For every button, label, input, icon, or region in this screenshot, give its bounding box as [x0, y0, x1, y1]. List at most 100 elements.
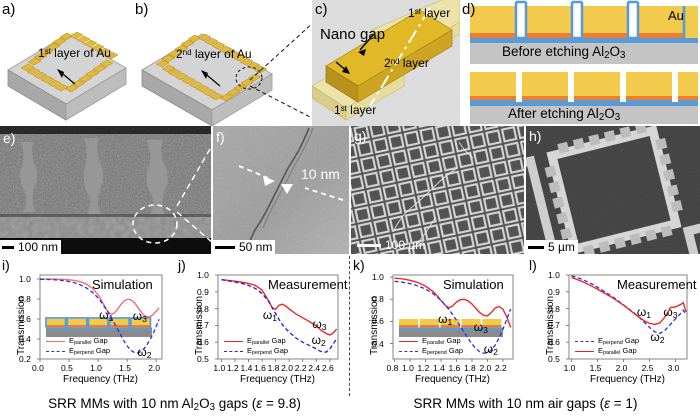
caption-left-epsilon: ε	[256, 396, 263, 411]
chart-j-legend-label-0: Eparallel Gap	[247, 336, 286, 347]
panel-e-sem-cross-section: e) 100 nm	[0, 126, 211, 254]
chart-k-xtick: 1.4	[433, 363, 445, 373]
panel-c-nano-gap-schematic: c) Nano gap 1st layer 2nd layer 1st laye…	[312, 0, 460, 126]
caption-left: SRR MMs with 10 nm Al2O3 gaps (ε = 9.8)	[0, 396, 349, 413]
chart-i-ytick: 0.4	[19, 334, 31, 344]
chart-l-title: Measurement	[617, 277, 697, 292]
caption-left-sub1: 2	[193, 402, 200, 414]
scalebar-line-icon	[2, 245, 14, 249]
chart-l-panel-label: l)	[529, 257, 537, 273]
chart-j-xlabel: Frequency (THz)	[240, 374, 316, 385]
chart-k-xtick: 1.2	[417, 363, 430, 373]
chart-l-legend-label-0: Eperpend Gap	[598, 336, 640, 347]
panel-f-svg	[213, 126, 349, 254]
pd-after-mid: O	[604, 106, 615, 121]
chart-i-panel-label: i)	[2, 257, 10, 273]
chart-j-title: Measurement	[268, 277, 348, 292]
chart-l-ytick: 1.0	[548, 270, 560, 280]
panel-h-scalebar-text: 5 µm	[548, 240, 575, 254]
chart-j-series-1	[221, 279, 338, 353]
panel-g-sem-array: g) 100 µm	[351, 126, 524, 254]
chart-l-legend-swatch-0	[575, 341, 594, 342]
chart-j-xtick: 1.6	[254, 363, 266, 373]
panel-g-svg	[351, 126, 524, 254]
chart-i-xtick: 1.5	[119, 363, 131, 373]
chart-k-xtick: 2.0	[479, 363, 492, 373]
chart-j-panel-label: j)	[178, 257, 186, 273]
chart-k-legend-label-0: Eparallel Gap	[422, 336, 461, 347]
pc-sl-ord: nd	[390, 57, 400, 66]
caption-left-gaps: gaps (	[215, 396, 257, 411]
chart-k-xlabel: Frequency (THz)	[415, 374, 491, 385]
pc-fl-bot-prefix: 1	[334, 103, 341, 117]
panel-a-ann-suffix: layer of Au	[50, 46, 111, 60]
panel-f-sem-nanogap: f) 10 nm 50 nm	[213, 126, 349, 254]
chart-j-xtick: 2.2	[294, 363, 307, 373]
chart-panel-j: j) 1.0 1.2 1.4 1.6 1.8 2.0 2.2 2.4 2.6 0.5 0.6 0.7 0.…	[176, 255, 350, 395]
chart-j-omega-annotation-3: ω3	[312, 316, 327, 332]
chart-i-xtick: 1.0	[90, 363, 102, 373]
pc-sl-prefix: 2	[384, 56, 391, 70]
chart-i-ytick: 0.2	[19, 354, 31, 364]
chart-i-omega-annotation-2: ω2	[137, 345, 152, 360]
chart-j-legend-label-1: Eperpend Gap	[247, 346, 289, 357]
panel-h-label: h)	[529, 128, 542, 144]
chart-j-legend-swatch-1	[224, 351, 243, 352]
chart-k-series-0	[394, 277, 512, 328]
chart-l-series-1	[571, 276, 687, 326]
chart-k-xtick: 0.8	[386, 363, 399, 373]
chart-j-xtick: 2.4	[308, 363, 321, 373]
before-etching-structure-inset	[45, 317, 152, 337]
chart-j-xtick: 1.4	[240, 363, 253, 373]
chart-row: i) 0.0 0.5 1.0 1.5 2.0 0.2 0.4 0.6 0.8 1.0 Frequenc…	[0, 255, 700, 395]
caption-left-mid: O	[199, 396, 210, 411]
chart-k-ytick: 1.0	[372, 272, 384, 283]
chart-l-legend-swatch-1	[575, 351, 594, 352]
chart-j-ytick: 0.7	[197, 320, 209, 331]
chart-i-legend-swatch-0	[46, 341, 65, 342]
panel-d-au-label: Au	[668, 8, 684, 23]
chart-k-ytick: 0.6	[372, 316, 384, 327]
after-etching-structure-inset	[399, 319, 503, 337]
scalebar-line-icon	[528, 245, 544, 249]
chart-k-xtick: 1.6	[448, 363, 461, 373]
panel-h-scalebar: 5 µm	[526, 240, 578, 254]
plot-frame	[568, 274, 688, 360]
chart-l-xtick: 3.0	[667, 363, 680, 373]
chart-j-ytick: 0.8	[197, 303, 209, 314]
chart-l-series-0	[571, 275, 687, 335]
chart-i-svg	[37, 274, 163, 362]
chart-i-legend-label-0: Eparallel Gap	[69, 336, 108, 347]
caption-right: SRR MMs with 10 nm air gaps (ε = 1)	[351, 396, 700, 411]
chart-l-ytick: 0.8	[548, 303, 560, 314]
chart-l-xtick: 1.0	[563, 363, 576, 373]
plot-frame	[217, 274, 339, 360]
panel-h-sem-single-srr: h) 5 µm	[526, 126, 700, 254]
chart-k-omega-annotation-1: ω1	[438, 311, 453, 327]
chart-k-omega-annotation-3: ω3	[473, 319, 488, 335]
pd-after-sub1: 2	[598, 112, 605, 124]
chart-k-panel-label: k)	[353, 257, 365, 273]
panel-a-svg	[7, 31, 127, 121]
chart-i-xtick: 0.5	[61, 363, 73, 373]
panel-a-annotation: 1st layer of Au	[38, 46, 111, 60]
caption-right-value: = 1)	[610, 396, 638, 411]
panel-a-ann-prefix: 1	[38, 46, 45, 60]
panel-d-before-etching-label: Before etching Al2O3	[502, 44, 625, 61]
chart-i-ytick: 0.6	[19, 314, 31, 324]
panel-c-nano-gap-label: Nano gap	[320, 26, 386, 43]
pd-before-mid: O	[609, 44, 620, 59]
pc-fl-bot-ord: st	[340, 104, 347, 113]
panel-e-scalebar: 100 nm	[0, 240, 62, 254]
chart-j-ytick: 0.6	[197, 337, 209, 348]
chart-panel-i: i) 0.0 0.5 1.0 1.5 2.0 0.2 0.4 0.6 0.8 1.0 Frequenc…	[0, 255, 176, 395]
chart-i-ytick: 1.0	[19, 274, 31, 284]
pc-fl-top-ord: st	[414, 7, 421, 16]
pc-sl-suffix: layer	[399, 56, 429, 70]
panel-g-label: g)	[354, 128, 367, 144]
panel-f-scalebar: 50 nm	[213, 240, 276, 254]
panel-a-ann-ord: st	[44, 47, 51, 56]
chart-k-ytick: 0.4	[372, 338, 384, 349]
pc-fl-top-prefix: 1	[408, 6, 415, 20]
caption-right-prefix: SRR MMs with 10 nm air gaps (	[413, 396, 605, 411]
